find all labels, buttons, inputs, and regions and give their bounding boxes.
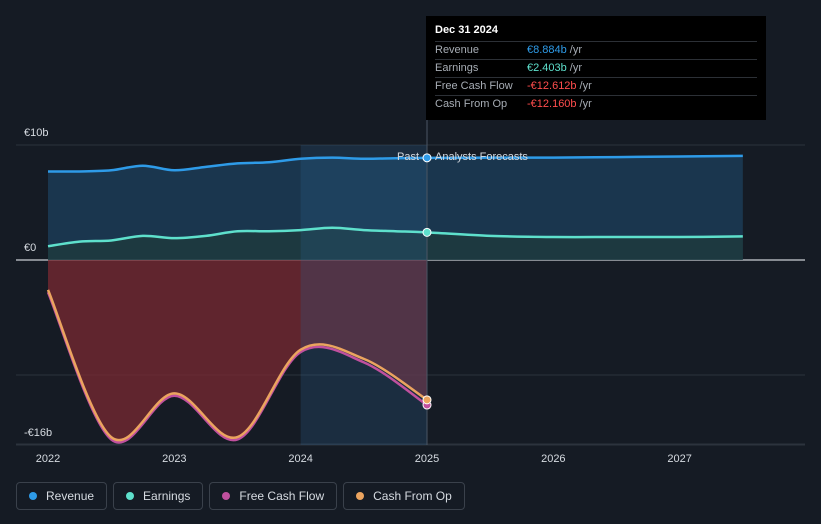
x-tick-label: 2023 [162,453,186,465]
x-tick-label: 2026 [541,453,565,465]
tooltip-date: Dec 31 2024 [435,24,498,36]
x-tick-label: 2025 [415,453,439,465]
tooltip-value: -€12.612b [527,80,577,92]
past-highlight-band [300,145,427,445]
x-tick-label: 2022 [36,453,60,465]
tooltip-value: €2.403b [527,62,567,74]
series-lines [46,154,743,444]
legend-item-cash-from-op[interactable]: Cash From Op [343,482,465,510]
revenue-line [47,154,743,173]
tooltip-row-free-cash-flow: Free Cash Flow -€12.612b /yr [435,77,757,95]
tooltip-value: -€12.160b [527,98,577,110]
tooltip-unit: /yr [569,62,582,74]
legend-label: Free Cash Flow [239,489,325,503]
legend-label: Earnings [143,489,191,503]
earnings-dot-icon [126,492,135,500]
legend-item-earnings[interactable]: Earnings [113,482,204,510]
x-tick-label: 2027 [667,453,691,465]
past-label: Past [397,151,419,163]
forecast-label: Analysts Forecasts [435,151,528,163]
current-points [422,153,432,410]
legend: Revenue Earnings Free Cash Flow Cash Fro… [16,482,465,512]
tooltip-row-earnings: Earnings €2.403b /yr [435,59,757,77]
cash-from-op-dot-icon [356,492,365,500]
tooltip-label: Earnings [435,62,479,74]
tooltip-value: €8.884b [527,44,567,56]
earnings-area [48,227,743,260]
legend-label: Revenue [46,489,95,503]
tooltip-unit: /yr [569,44,582,56]
cash-from-op-line [46,289,428,442]
tooltip: Dec 31 2024 Revenue €8.884b /yr Earnings… [426,16,766,120]
chart-canvas: €10b €0 -€16b 2022 2023 2024 2025 2026 2027 Past… [16,120,805,465]
tooltip-label: Cash From Op [435,98,508,110]
current-point [422,227,432,237]
legend-item-free-cash-flow[interactable]: Free Cash Flow [209,482,338,510]
y-tick-label: -€16b [24,427,52,439]
tooltip-row-cash-from-op: Cash From Op -€12.160b /yr [435,95,757,113]
current-point [422,153,432,163]
past-highlight [300,145,427,445]
legend-item-revenue[interactable]: Revenue [16,482,108,510]
free-cash-flow-dot-icon [222,492,231,500]
cash-flow-area [48,260,427,441]
legend-label: Cash From Op [373,489,452,503]
tooltip-row-revenue: Revenue €8.884b /yr [435,41,757,59]
tooltip-label: Free Cash Flow [435,80,513,92]
x-tick-label: 2024 [288,453,312,465]
y-tick-label: €0 [24,242,36,254]
y-tick-label: €10b [24,127,48,139]
tooltip-unit: /yr [579,80,592,92]
axis-ticks: €10b €0 -€16b 2022 2023 2024 2025 2026 2027 [24,127,692,465]
current-point [422,395,432,405]
tooltip-label: Revenue [435,44,480,56]
earnings-line [47,226,743,248]
tooltip-unit: /yr [579,98,592,110]
revenue-dot-icon [29,492,37,500]
